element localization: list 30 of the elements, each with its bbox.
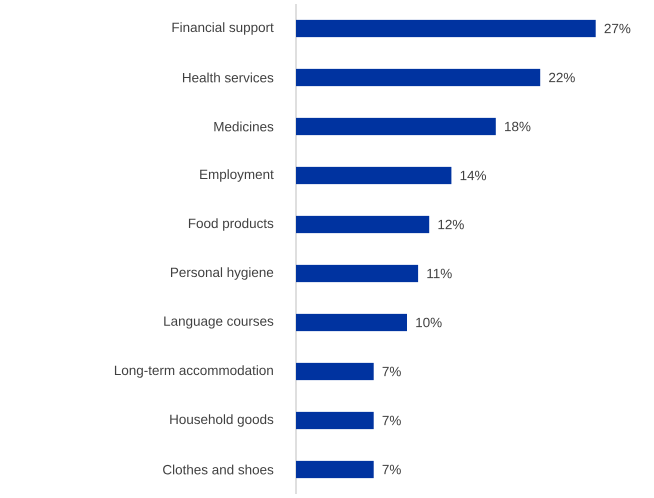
bar — [296, 68, 540, 86]
y-tick-label: Household goods — [170, 414, 274, 427]
data-label: 14% — [460, 170, 486, 180]
bar — [296, 412, 374, 430]
bar — [296, 264, 418, 282]
bar — [296, 166, 452, 184]
bar — [296, 118, 496, 136]
data-label: 7% — [382, 366, 401, 376]
bar — [296, 314, 408, 332]
y-tick-label: Long-term accommodation — [114, 365, 273, 378]
data-label: 7% — [382, 416, 401, 426]
data-label: 18% — [505, 122, 530, 132]
bar — [296, 460, 374, 478]
data-label: 10% — [416, 318, 442, 328]
y-tick-label: Medicines — [214, 122, 274, 132]
y-tick-label: Food products — [188, 218, 274, 231]
data-label: 27% — [604, 24, 630, 34]
bar — [296, 362, 374, 380]
y-tick-label: Financial support — [172, 22, 274, 35]
data-label: 11% — [427, 268, 452, 278]
data-label: 7% — [382, 464, 401, 474]
data-label: 12% — [438, 220, 464, 230]
y-tick-label: Health services — [182, 72, 274, 82]
y-tick-label: Clothes and shoes — [163, 464, 274, 474]
y-tick-label: Language courses — [164, 316, 274, 329]
bar — [296, 216, 430, 234]
y-tick-label: Personal hygiene — [170, 267, 274, 280]
y-tick-label: Employment — [200, 169, 274, 182]
data-label: 22% — [549, 72, 575, 82]
bar — [296, 20, 596, 38]
